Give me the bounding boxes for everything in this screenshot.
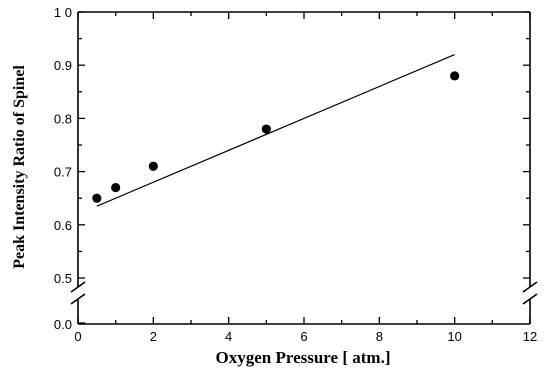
- y-tick-label: 0.5: [54, 271, 72, 286]
- data-point: [148, 161, 158, 171]
- y-tick-label: 0.7: [54, 165, 72, 180]
- axis-break-mark-right-upper: [522, 281, 538, 293]
- x-tick-label: 0: [74, 329, 81, 344]
- x-tick-label: 10: [447, 329, 461, 344]
- axis-break-mark-left-upper: [70, 281, 86, 293]
- data-point: [450, 71, 460, 81]
- x-tick-label: 6: [300, 329, 307, 344]
- x-tick-label: 8: [376, 329, 383, 344]
- axes: [70, 11, 538, 325]
- x-axis-label: Oxygen Pressure [ atm.]: [215, 348, 390, 367]
- y-tick-label: 0.9: [54, 58, 72, 73]
- tick-labels: 0 2 4 6 8 10 12 0.5 0.6 0.7 0.8 0.9 1 0 0.0: [54, 5, 537, 344]
- y-tick-label: 0.6: [54, 218, 72, 233]
- axis-break-mark-left-lower: [70, 293, 86, 305]
- y-tick-label: 1 0: [54, 5, 72, 20]
- x-tick-label: 4: [225, 329, 232, 344]
- y-axis-label: Peak Intensity Ratio of Spinel: [11, 65, 28, 269]
- data-point: [111, 182, 121, 193]
- fit-line-group: [96, 54, 455, 207]
- x-tick-label: 2: [150, 329, 157, 344]
- fit-line: [96, 54, 455, 207]
- data-point: [261, 124, 271, 134]
- data-points: [92, 71, 460, 203]
- axis-break-mark-right-lower: [522, 293, 538, 305]
- x-tick-label: 12: [523, 329, 537, 344]
- y-tick-label: 0.0: [54, 317, 72, 332]
- y-tick-label: 0.8: [54, 111, 72, 126]
- data-point: [92, 193, 102, 203]
